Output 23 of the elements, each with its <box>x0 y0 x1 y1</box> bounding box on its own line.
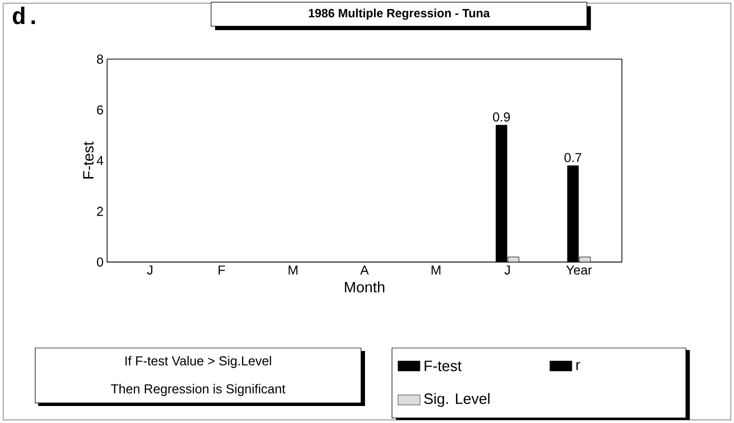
y-tick-label: 8 <box>96 54 104 64</box>
text: Then Regression is Significant <box>110 384 286 396</box>
x-tick-label: Year <box>566 265 592 275</box>
text: If F-test Value > Sig.Level <box>125 356 272 368</box>
y-tick-label: 0 <box>96 257 104 267</box>
x-axis-title: Month <box>344 281 384 292</box>
chart-title: 1986 Multiple Regression - Tuna <box>308 8 490 20</box>
x-tick-label: M <box>432 265 440 274</box>
y-tick-label: 4 <box>96 156 104 165</box>
x-tick-label: J <box>504 265 510 275</box>
y-tick-label: 6 <box>97 105 104 114</box>
annotation: 0.7 <box>564 152 582 162</box>
y-tick-label: 2 <box>97 206 103 216</box>
y-axis-title: F-test <box>83 142 94 178</box>
text: d. <box>12 6 35 24</box>
legend-label: r <box>576 362 580 370</box>
x-tick-label: J <box>147 265 152 275</box>
x-tick-label: M <box>288 265 298 274</box>
x-tick-label: A <box>360 265 369 274</box>
legend-label: F-test <box>424 360 462 372</box>
annotation: 0.9 <box>492 112 510 122</box>
legend-label: Sig. Level <box>424 392 490 407</box>
x-tick-label: F <box>218 265 225 274</box>
